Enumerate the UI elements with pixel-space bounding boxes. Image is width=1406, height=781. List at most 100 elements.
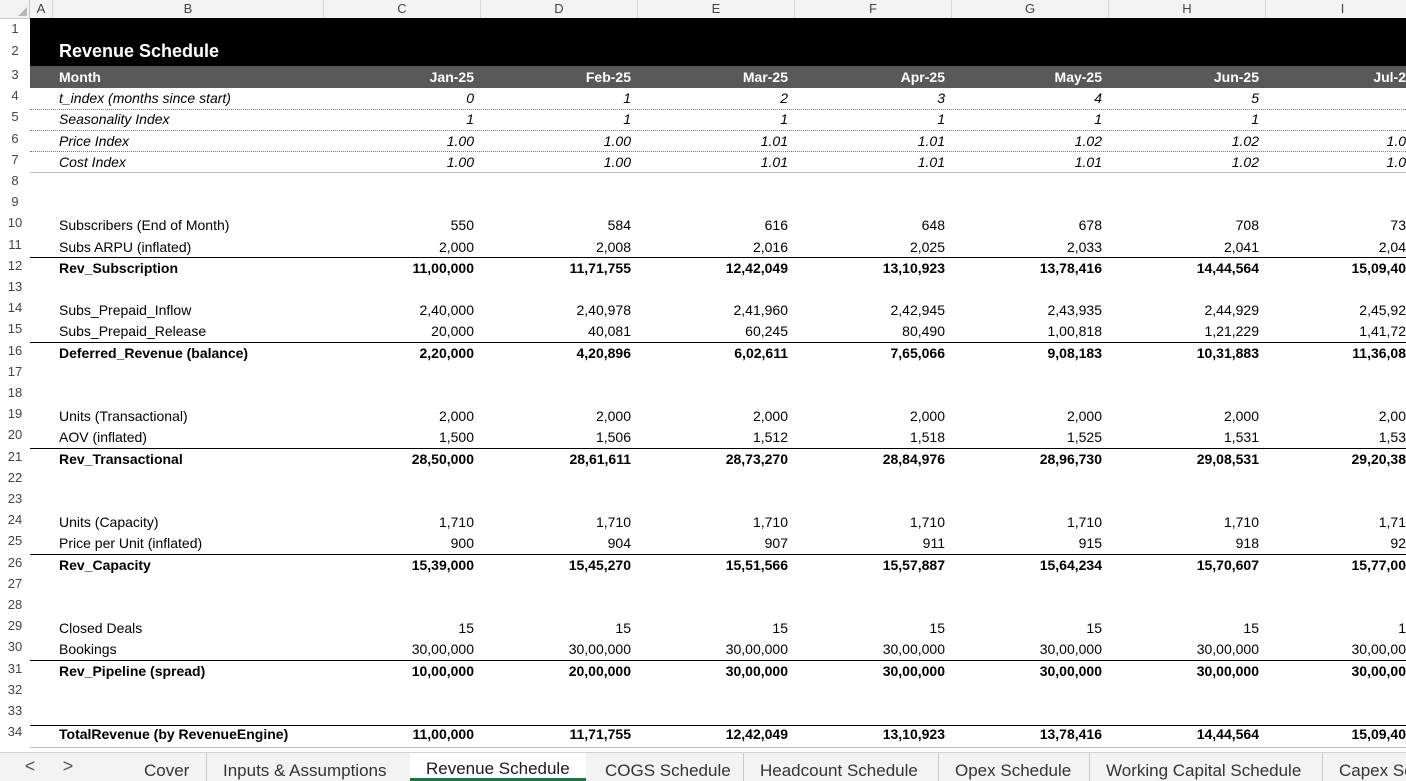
cell-units-transactional-2[interactable]: 2,000 — [753, 406, 788, 427]
cell-units-transactional-5[interactable]: 2,000 — [1224, 406, 1259, 427]
column-header-a[interactable]: A — [30, 0, 53, 18]
cell-month-2[interactable]: Mar-25 — [743, 67, 788, 88]
cell-cost-index-4[interactable]: 1.01 — [1075, 152, 1102, 173]
cell-totalrevenue-by-revenueengine-0[interactable]: 11,00,000 — [412, 724, 474, 745]
cell-subscribers-end-of-month-5[interactable]: 708 — [1236, 215, 1259, 236]
cell-price-per-unit-inflated-6[interactable]: 92 — [1390, 533, 1406, 554]
cell-units-transactional-0[interactable]: 2,000 — [439, 406, 474, 427]
cell-subs-prepaid-inflow-0[interactable]: 2,40,000 — [420, 300, 475, 321]
cell-aov-inflated-1[interactable]: 1,506 — [596, 427, 631, 448]
cell-bookings-2[interactable]: 30,00,000 — [726, 639, 788, 660]
cell-subscribers-end-of-month-2[interactable]: 616 — [765, 215, 788, 236]
cell-bookings-3[interactable]: 30,00,000 — [883, 639, 945, 660]
cell-price-index-0[interactable]: 1.00 — [447, 131, 474, 152]
row-number[interactable]: 28 — [0, 597, 30, 612]
row-label-rev-capacity[interactable]: Rev_Capacity — [59, 555, 151, 576]
cell-units-capacity-0[interactable]: 1,710 — [439, 512, 474, 533]
row-label-subscribers-end-of-month[interactable]: Subscribers (End of Month) — [59, 215, 229, 236]
cell-month-5[interactable]: Jun-25 — [1214, 67, 1259, 88]
row-number[interactable]: 4 — [0, 88, 30, 103]
sheet-tab-inputs-assumptions[interactable]: Inputs & Assumptions — [206, 753, 402, 781]
cell-rev-transactional-6[interactable]: 29,20,38 — [1352, 449, 1406, 470]
cell-rev-transactional-3[interactable]: 28,84,976 — [883, 449, 945, 470]
cell-month-4[interactable]: May-25 — [1055, 67, 1102, 88]
cell-units-capacity-2[interactable]: 1,710 — [753, 512, 788, 533]
row-label-t-index-months-since-start[interactable]: t_index (months since start) — [59, 88, 231, 109]
row-label-subs-prepaid-release[interactable]: Subs_Prepaid_Release — [59, 321, 206, 342]
row-label-subs-prepaid-inflow[interactable]: Subs_Prepaid_Inflow — [59, 300, 191, 321]
cell-aov-inflated-2[interactable]: 1,512 — [753, 427, 788, 448]
cell-rev-capacity-4[interactable]: 15,64,234 — [1040, 555, 1102, 576]
cell-seasonality-index-5[interactable]: 1 — [1251, 109, 1259, 130]
cell-cost-index-6[interactable]: 1.0 — [1387, 152, 1406, 173]
row-number[interactable]: 30 — [0, 639, 30, 654]
cell-units-capacity-3[interactable]: 1,710 — [910, 512, 945, 533]
cell-rev-capacity-0[interactable]: 15,39,000 — [412, 555, 474, 576]
cell-seasonality-index-4[interactable]: 1 — [1094, 109, 1102, 130]
cell-price-per-unit-inflated-3[interactable]: 911 — [923, 533, 945, 554]
row-label-rev-subscription[interactable]: Rev_Subscription — [59, 258, 178, 279]
column-header-d[interactable]: D — [481, 0, 638, 18]
row-number[interactable]: 5 — [0, 109, 30, 124]
row-number[interactable]: 13 — [0, 279, 30, 294]
cell-month-6[interactable]: Jul-2 — [1373, 67, 1406, 88]
cell-closed-deals-5[interactable]: 15 — [1243, 618, 1259, 639]
cell-price-index-5[interactable]: 1.02 — [1232, 131, 1259, 152]
cell-subs-prepaid-inflow-4[interactable]: 2,43,935 — [1048, 300, 1103, 321]
cell-units-capacity-1[interactable]: 1,710 — [596, 512, 631, 533]
tab-scroll-right-icon[interactable]: > — [58, 756, 78, 777]
cell-subs-arpu-inflated-5[interactable]: 2,041 — [1224, 237, 1259, 258]
cell-t-index-months-since-start-4[interactable]: 4 — [1094, 88, 1102, 109]
cell-rev-transactional-4[interactable]: 28,96,730 — [1040, 449, 1102, 470]
row-label-units-capacity[interactable]: Units (Capacity) — [59, 512, 159, 533]
cell-units-transactional-4[interactable]: 2,000 — [1067, 406, 1102, 427]
cell-cost-index-5[interactable]: 1.02 — [1232, 152, 1259, 173]
row-number[interactable]: 7 — [0, 152, 30, 167]
cell-subs-arpu-inflated-2[interactable]: 2,016 — [753, 237, 788, 258]
cell-price-per-unit-inflated-4[interactable]: 915 — [1079, 533, 1102, 554]
cell-aov-inflated-6[interactable]: 1,53 — [1379, 427, 1406, 448]
cell-rev-capacity-2[interactable]: 15,51,566 — [726, 555, 788, 576]
cell-totalrevenue-by-revenueengine-6[interactable]: 15,09,40 — [1352, 724, 1406, 745]
cell-t-index-months-since-start-3[interactable]: 3 — [937, 88, 945, 109]
cell-month-0[interactable]: Jan-25 — [430, 67, 474, 88]
cell-rev-pipeline-spread-3[interactable]: 30,00,000 — [883, 661, 945, 682]
cell-bookings-0[interactable]: 30,00,000 — [412, 639, 474, 660]
cell-rev-transactional-2[interactable]: 28,73,270 — [726, 449, 788, 470]
cell-t-index-months-since-start-5[interactable]: 5 — [1251, 88, 1259, 109]
row-number[interactable]: 31 — [0, 661, 30, 676]
cell-subs-arpu-inflated-4[interactable]: 2,033 — [1067, 237, 1102, 258]
cell-aov-inflated-5[interactable]: 1,531 — [1224, 427, 1259, 448]
row-label-rev-pipeline-spread[interactable]: Rev_Pipeline (spread) — [59, 661, 205, 682]
row-label-rev-transactional[interactable]: Rev_Transactional — [59, 449, 183, 470]
row-number[interactable]: 15 — [0, 321, 30, 336]
sheet-tab-cover[interactable]: Cover — [128, 753, 205, 781]
cell-cost-index-0[interactable]: 1.00 — [447, 152, 474, 173]
cell-rev-capacity-6[interactable]: 15,77,00 — [1352, 555, 1406, 576]
cell-rev-pipeline-spread-4[interactable]: 30,00,000 — [1040, 661, 1102, 682]
cell-totalrevenue-by-revenueengine-5[interactable]: 14,44,564 — [1197, 724, 1259, 745]
select-all-corner[interactable] — [0, 0, 30, 18]
cell-price-index-3[interactable]: 1.01 — [918, 131, 945, 152]
sheet-tab-headcount-schedule[interactable]: Headcount Schedule — [743, 753, 934, 781]
cell-seasonality-index-2[interactable]: 1 — [780, 109, 788, 130]
sheet-tab-revenue-schedule[interactable]: Revenue Schedule — [410, 753, 586, 781]
row-label-totalrevenue-by-revenueengine[interactable]: TotalRevenue (by RevenueEngine) — [59, 724, 288, 745]
sheet-tab-opex-schedule[interactable]: Opex Schedule — [938, 753, 1087, 781]
cell-rev-capacity-3[interactable]: 15,57,887 — [883, 555, 945, 576]
cell-price-per-unit-inflated-5[interactable]: 918 — [1236, 533, 1259, 554]
column-header-e[interactable]: E — [638, 0, 795, 18]
row-number[interactable]: 3 — [0, 67, 30, 82]
cell-rev-subscription-6[interactable]: 15,09,40 — [1352, 258, 1406, 279]
row-label-aov-inflated[interactable]: AOV (inflated) — [59, 427, 147, 448]
row-number[interactable]: 25 — [0, 533, 30, 548]
cell-subs-arpu-inflated-0[interactable]: 2,000 — [439, 237, 474, 258]
row-number[interactable]: 10 — [0, 215, 30, 230]
cell-rev-capacity-5[interactable]: 15,70,607 — [1197, 555, 1259, 576]
column-header-g[interactable]: G — [952, 0, 1109, 18]
row-number[interactable]: 11 — [0, 237, 30, 252]
row-label-subs-arpu-inflated[interactable]: Subs ARPU (inflated) — [59, 237, 191, 258]
cell-rev-pipeline-spread-2[interactable]: 30,00,000 — [726, 661, 788, 682]
row-label-seasonality-index[interactable]: Seasonality Index — [59, 109, 170, 130]
cell-units-transactional-3[interactable]: 2,000 — [910, 406, 945, 427]
